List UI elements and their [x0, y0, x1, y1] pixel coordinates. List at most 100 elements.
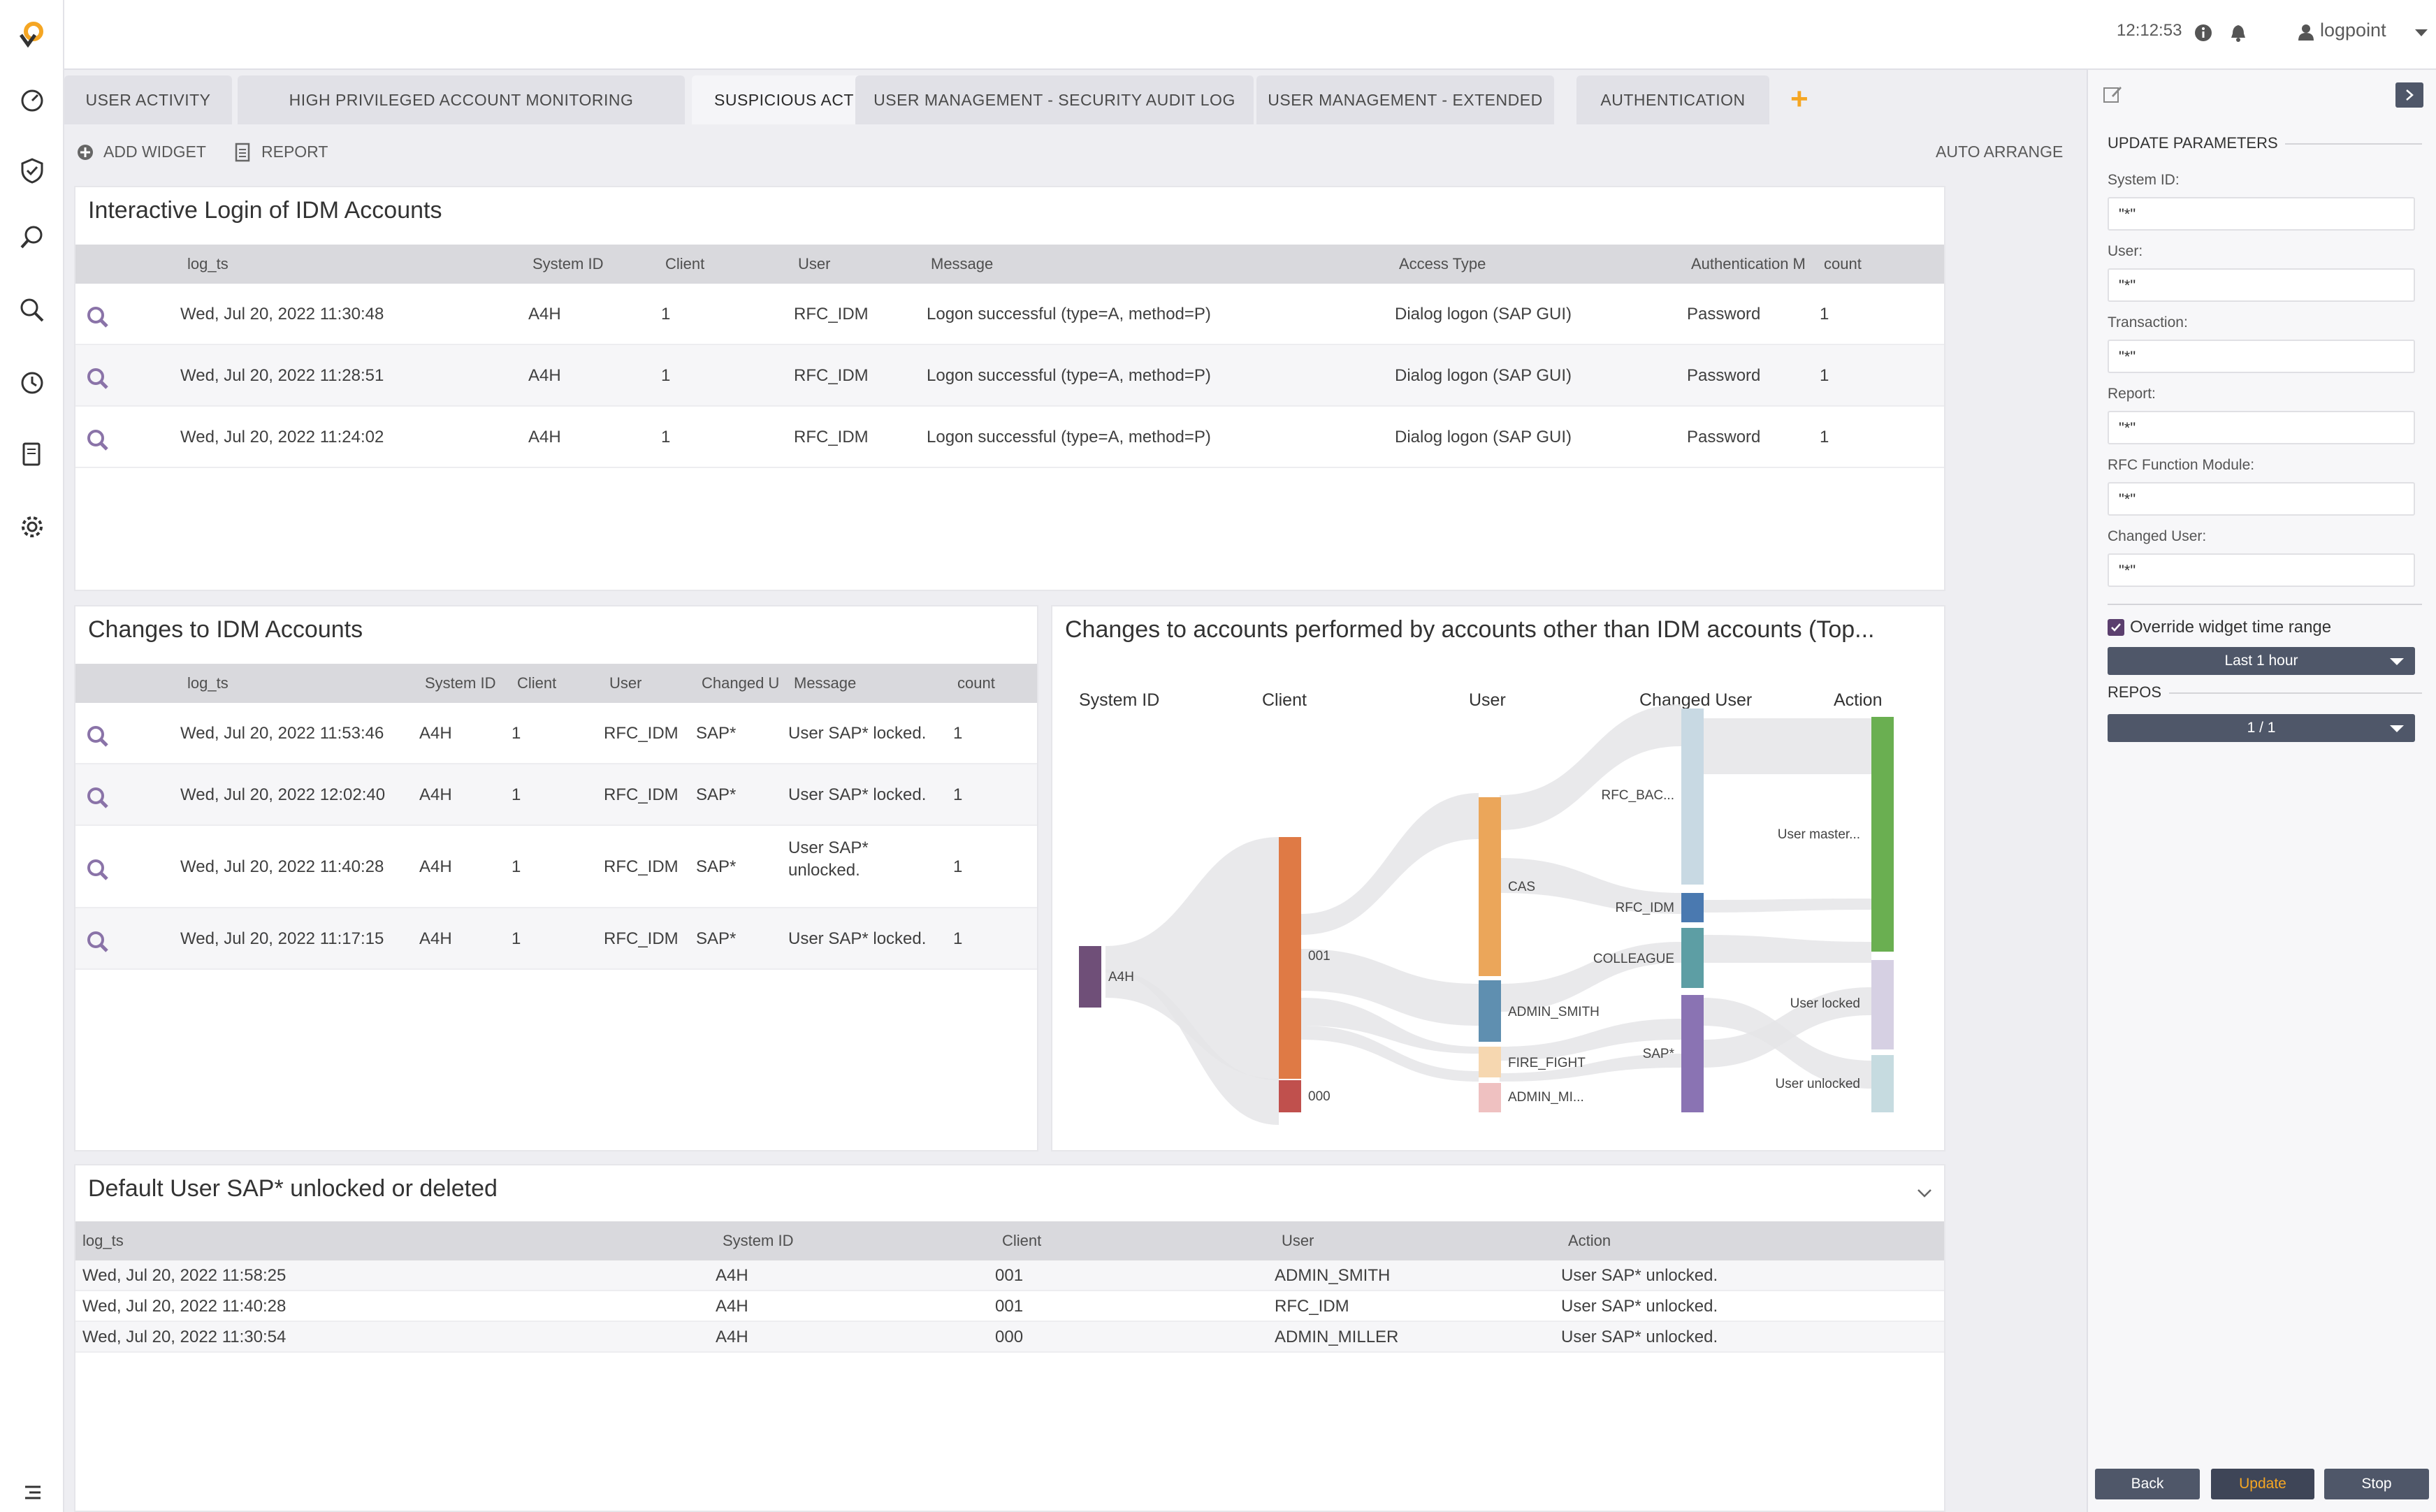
param-input[interactable]: "*" [2108, 268, 2415, 302]
sankey-link [1301, 1026, 1479, 1082]
param-label: RFC Function Module: [2108, 457, 2255, 473]
magnifier-icon[interactable] [84, 784, 112, 812]
widget-default-user-sap: Default User SAP* unlocked or deleted lo… [74, 1164, 1945, 1512]
add-circle-icon[interactable] [77, 144, 94, 161]
tab-high-privileged[interactable]: HIGH PRIVILEGED ACCOUNT MONITORING [238, 75, 685, 124]
param-input[interactable]: "*" [2108, 482, 2415, 516]
dashboard-icon[interactable] [18, 85, 46, 113]
add-tab-button[interactable]: + [1790, 82, 1808, 116]
username[interactable]: logpoint [2320, 20, 2386, 41]
report-icon[interactable] [18, 440, 46, 468]
clock-history-icon[interactable] [18, 369, 46, 397]
column-header[interactable]: Client [517, 674, 557, 692]
table-cell: 1 [953, 785, 963, 804]
search-history-icon[interactable] [18, 224, 46, 252]
param-label: Changed User: [2108, 528, 2207, 544]
bell-icon[interactable] [2229, 24, 2247, 42]
caret-down-icon [2390, 725, 2404, 732]
search-icon[interactable] [18, 296, 46, 324]
param-label: Transaction: [2108, 314, 2188, 330]
time-range-select[interactable]: Last 1 hour [2108, 647, 2415, 675]
widget-interactive-login: Interactive Login of IDM Accounts log_ts… [74, 186, 1945, 591]
auto-arrange-button[interactable]: AUTO ARRANGE [1936, 143, 2064, 161]
tab-security-audit-log[interactable]: USER MANAGEMENT - SECURITY AUDIT LOG [855, 75, 1254, 124]
table-row[interactable]: Wed, Jul 20, 2022 11:17:15 A4H 1 RFC_IDM SAP… [75, 908, 1037, 970]
table-row[interactable]: Wed, Jul 20, 2022 11:30:48 A4H 1 RFC_IDM Log… [75, 284, 1944, 345]
logpoint-logo-icon[interactable] [18, 20, 46, 48]
table-row[interactable]: Wed, Jul 20, 2022 11:30:54 A4H 000 ADMIN_MI… [75, 1322, 1944, 1353]
magnifier-icon[interactable] [84, 303, 112, 331]
column-header[interactable]: System ID [723, 1232, 794, 1249]
update-button[interactable]: Update [2211, 1469, 2314, 1499]
param-input[interactable]: "*" [2108, 197, 2415, 231]
add-widget-button[interactable]: ADD WIDGET [103, 143, 206, 161]
shield-check-icon[interactable] [18, 157, 46, 184]
settings-gear-icon[interactable] [18, 513, 46, 541]
sankey-link [1301, 949, 1479, 1026]
column-header[interactable]: count [1824, 255, 1862, 272]
column-header[interactable]: Client [1002, 1232, 1042, 1249]
table-row[interactable]: Wed, Jul 20, 2022 11:40:28 A4H 001 RFC_IDM U… [75, 1291, 1944, 1322]
table-cell: unlocked. [788, 861, 860, 880]
table-row[interactable]: Wed, Jul 20, 2022 11:28:51 A4H 1 RFC_IDM Log… [75, 345, 1944, 407]
sankey-node-label: SAP* [1643, 1047, 1675, 1061]
param-input[interactable]: "*" [2108, 340, 2415, 373]
table-row[interactable]: Wed, Jul 20, 2022 11:53:46 A4H 1 RFC_IDM SAP… [75, 703, 1037, 764]
sankey-node [1279, 1080, 1301, 1112]
param-input[interactable]: "*" [2108, 411, 2415, 444]
repos-select[interactable]: 1 / 1 [2108, 714, 2415, 742]
column-header[interactable]: System ID [425, 674, 496, 692]
magnifier-icon[interactable] [84, 426, 112, 454]
table-row[interactable]: Wed, Jul 20, 2022 11:24:02 A4H 1 RFC_IDM Log… [75, 407, 1944, 468]
user-dropdown-icon[interactable] [2415, 29, 2428, 36]
back-button[interactable]: Back [2095, 1469, 2200, 1499]
table-row[interactable]: Wed, Jul 20, 2022 11:40:28 A4H 1 RFC_IDM SAP… [75, 826, 1037, 908]
sankey-link [1301, 998, 1479, 1054]
table-cell: 1 [661, 366, 671, 385]
table-row[interactable]: Wed, Jul 20, 2022 11:58:25 A4H 001 ADMIN_SM… [75, 1260, 1944, 1291]
param-input[interactable]: "*" [2108, 553, 2415, 587]
table-cell: Wed, Jul 20, 2022 11:24:02 [180, 428, 384, 446]
column-header[interactable]: count [957, 674, 995, 692]
menu-collapse-icon[interactable] [18, 1478, 46, 1506]
column-header[interactable]: Message [931, 255, 994, 272]
column-header[interactable]: User [609, 674, 642, 692]
info-icon[interactable] [2194, 24, 2212, 42]
table-row[interactable]: Wed, Jul 20, 2022 12:02:40 A4H 1 RFC_IDM SAP… [75, 764, 1037, 826]
column-header[interactable]: User [798, 255, 831, 272]
table-cell: Logon successful (type=A, method=P) [927, 305, 1211, 324]
override-label[interactable]: Override widget time range [2130, 618, 2332, 637]
edit-icon[interactable] [2102, 84, 2123, 105]
stop-button[interactable]: Stop [2324, 1469, 2429, 1499]
magnifier-icon[interactable] [84, 722, 112, 750]
table-cell: Wed, Jul 20, 2022 11:28:51 [180, 366, 384, 385]
column-header[interactable]: Access Type [1399, 255, 1486, 272]
column-header[interactable]: Authentication M [1691, 255, 1806, 272]
tab-user-management-extended[interactable]: USER MANAGEMENT - EXTENDED [1256, 75, 1554, 124]
report-doc-icon[interactable] [235, 143, 250, 162]
column-header[interactable]: System ID [532, 255, 604, 272]
collapse-panel-button[interactable] [2395, 82, 2423, 108]
tab-authentication[interactable]: AUTHENTICATION [1576, 75, 1769, 124]
magnifier-icon[interactable] [84, 928, 112, 956]
magnifier-icon[interactable] [84, 365, 112, 393]
column-header[interactable]: log_ts [187, 255, 229, 272]
column-header[interactable]: Changed U [702, 674, 780, 692]
chevron-down-icon[interactable] [1916, 1188, 1933, 1199]
column-header[interactable]: log_ts [82, 1232, 124, 1249]
column-header[interactable]: Action [1568, 1232, 1611, 1249]
table-cell: SAP* [696, 857, 737, 876]
tab-user-activity[interactable]: USER ACTIVITY [64, 75, 232, 124]
user-icon[interactable] [2298, 24, 2314, 41]
column-header[interactable]: Client [665, 255, 705, 272]
table-cell: 1 [1820, 428, 1829, 446]
check-icon [2111, 623, 2121, 632]
table-cell: Wed, Jul 20, 2022 11:40:28 [180, 857, 384, 876]
magnifier-icon[interactable] [84, 856, 112, 884]
column-header[interactable]: Message [794, 674, 857, 692]
column-header[interactable]: User [1282, 1232, 1314, 1249]
report-button[interactable]: REPORT [261, 143, 328, 161]
column-header[interactable]: log_ts [187, 674, 229, 692]
table-cell: 1 [512, 724, 521, 743]
override-checkbox[interactable] [2108, 619, 2124, 636]
